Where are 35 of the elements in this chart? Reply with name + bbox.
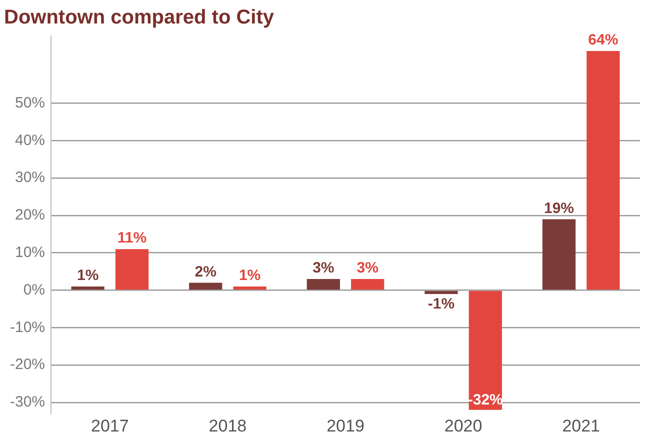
bar (71, 286, 104, 290)
chart-title: Downtown compared to City (4, 6, 275, 29)
data-label: 11% (117, 230, 147, 247)
y-tick-label: 30% (14, 169, 46, 186)
data-label: 3% (312, 260, 334, 277)
data-label: -32% (468, 392, 503, 408)
data-label: 1% (76, 267, 99, 284)
bar (306, 279, 340, 290)
x-tick-label: 2020 (444, 416, 482, 436)
y-tick-label: 0% (23, 281, 46, 298)
data-label: 64% (588, 32, 618, 49)
bar (468, 290, 502, 410)
bar (586, 50, 620, 290)
x-tick-label: 2017 (91, 416, 129, 436)
data-label: -1% (428, 296, 455, 313)
y-tick-label: 20% (14, 206, 46, 224)
y-tick-label: -20% (10, 356, 46, 374)
x-tick-label: 2019 (326, 416, 364, 436)
y-tick-label: 50% (14, 94, 46, 112)
data-label: 3% (356, 260, 378, 277)
data-label: 1% (238, 267, 261, 284)
bar (351, 279, 384, 290)
x-tick-label: 2021 (562, 416, 600, 436)
y-tick-label: -10% (10, 318, 46, 336)
y-tick-label: 10% (14, 244, 46, 261)
bar (542, 219, 576, 290)
y-tick-label: 40% (14, 132, 46, 149)
y-tick-label: -30% (10, 394, 46, 411)
bar (115, 249, 149, 290)
x-tick-label: 2018 (208, 416, 247, 436)
data-label: 19% (544, 200, 574, 217)
bar (424, 290, 458, 294)
bar (233, 286, 266, 290)
data-label: 2% (194, 263, 216, 280)
bar (189, 282, 222, 290)
